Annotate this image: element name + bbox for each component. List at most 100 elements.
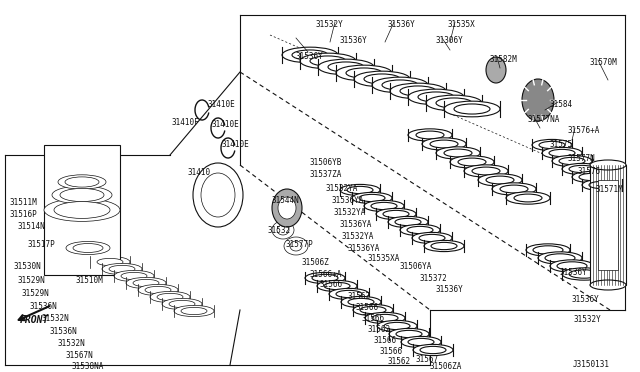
Ellipse shape: [569, 166, 595, 173]
Ellipse shape: [150, 291, 190, 302]
Text: 31582M: 31582M: [490, 55, 518, 64]
Ellipse shape: [400, 86, 436, 96]
Text: 31567N: 31567N: [66, 351, 93, 360]
Ellipse shape: [401, 336, 441, 347]
Text: 31577NA: 31577NA: [527, 115, 559, 124]
Ellipse shape: [444, 101, 500, 117]
Ellipse shape: [352, 192, 392, 203]
Text: 31410E: 31410E: [208, 100, 236, 109]
Text: 31532N: 31532N: [58, 339, 86, 348]
Ellipse shape: [284, 237, 308, 255]
Text: 31566: 31566: [380, 347, 403, 356]
Text: 31532: 31532: [268, 226, 291, 235]
Text: 31532Y: 31532Y: [315, 20, 343, 29]
Text: 31536YA: 31536YA: [332, 196, 364, 205]
Text: 31566+A: 31566+A: [310, 270, 342, 279]
Ellipse shape: [579, 173, 605, 181]
Ellipse shape: [458, 158, 486, 166]
Ellipse shape: [383, 210, 409, 218]
Ellipse shape: [376, 208, 416, 219]
Ellipse shape: [444, 149, 472, 157]
Ellipse shape: [336, 65, 392, 81]
Ellipse shape: [44, 199, 120, 221]
Ellipse shape: [310, 56, 346, 66]
Ellipse shape: [412, 232, 452, 244]
Text: 31576+A: 31576+A: [568, 126, 600, 135]
Ellipse shape: [384, 323, 410, 330]
Ellipse shape: [138, 285, 178, 296]
Text: 31506YA: 31506YA: [400, 262, 433, 271]
Text: 31584: 31584: [550, 100, 573, 109]
Ellipse shape: [162, 298, 202, 310]
Ellipse shape: [486, 176, 514, 184]
Text: 31532Y: 31532Y: [574, 315, 602, 324]
Ellipse shape: [408, 89, 464, 105]
Ellipse shape: [193, 163, 243, 227]
Ellipse shape: [418, 92, 454, 102]
Ellipse shape: [97, 259, 123, 266]
Ellipse shape: [416, 131, 444, 139]
Ellipse shape: [201, 173, 235, 217]
Ellipse shape: [371, 202, 397, 210]
Ellipse shape: [419, 234, 445, 242]
Text: 31536N: 31536N: [30, 302, 58, 311]
Ellipse shape: [424, 240, 464, 251]
Ellipse shape: [464, 165, 508, 177]
Text: 31567: 31567: [415, 355, 438, 364]
Ellipse shape: [559, 157, 585, 165]
Ellipse shape: [66, 241, 110, 254]
Text: 31562: 31562: [348, 292, 371, 301]
Ellipse shape: [506, 192, 550, 204]
Ellipse shape: [372, 314, 398, 322]
Ellipse shape: [539, 141, 565, 149]
Ellipse shape: [324, 282, 350, 290]
Text: 31410: 31410: [188, 168, 211, 177]
Ellipse shape: [102, 263, 142, 275]
Text: 31532YA: 31532YA: [342, 232, 374, 241]
Text: 31576: 31576: [578, 167, 601, 176]
Text: 31532YA: 31532YA: [326, 184, 358, 193]
Ellipse shape: [542, 147, 582, 158]
Ellipse shape: [396, 330, 422, 338]
Text: 31566: 31566: [355, 303, 378, 312]
Ellipse shape: [549, 150, 575, 157]
Ellipse shape: [395, 218, 421, 226]
Ellipse shape: [317, 280, 357, 292]
Ellipse shape: [538, 252, 582, 264]
Ellipse shape: [545, 254, 575, 262]
Ellipse shape: [377, 320, 417, 331]
Text: 31536Y: 31536Y: [560, 268, 588, 277]
Ellipse shape: [58, 175, 106, 189]
Ellipse shape: [109, 265, 135, 273]
Ellipse shape: [526, 244, 570, 256]
Bar: [598, 180, 618, 270]
Text: 31566: 31566: [320, 280, 343, 289]
Ellipse shape: [552, 155, 592, 167]
Ellipse shape: [408, 339, 434, 346]
Ellipse shape: [65, 177, 99, 187]
Text: 31537ZA: 31537ZA: [310, 170, 342, 179]
Ellipse shape: [73, 244, 103, 253]
Text: 31566: 31566: [374, 336, 397, 345]
Ellipse shape: [278, 197, 296, 219]
Text: 31536Y: 31536Y: [572, 295, 600, 304]
Text: 31514N: 31514N: [18, 222, 45, 231]
Ellipse shape: [133, 279, 159, 287]
Ellipse shape: [290, 241, 302, 251]
Ellipse shape: [430, 140, 458, 148]
Ellipse shape: [346, 68, 382, 78]
Ellipse shape: [336, 291, 362, 298]
Ellipse shape: [272, 189, 302, 227]
Ellipse shape: [174, 305, 214, 317]
Text: 31306Y: 31306Y: [435, 36, 463, 45]
Ellipse shape: [300, 53, 356, 69]
Ellipse shape: [450, 156, 494, 168]
Ellipse shape: [426, 95, 482, 111]
Text: 315372: 315372: [420, 274, 448, 283]
Ellipse shape: [382, 80, 418, 90]
Ellipse shape: [52, 186, 112, 204]
Ellipse shape: [454, 104, 490, 114]
Ellipse shape: [389, 328, 429, 340]
Ellipse shape: [282, 47, 338, 63]
Text: 31516P: 31516P: [10, 210, 38, 219]
